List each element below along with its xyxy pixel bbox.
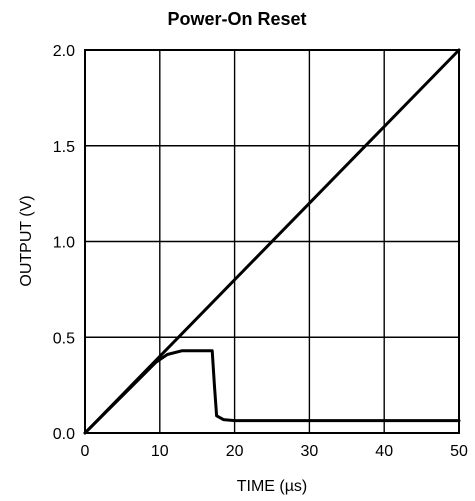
x-tick-label: 10: [151, 443, 169, 460]
y-tick-label: 1.0: [53, 235, 75, 252]
plot-frame: [84, 49, 460, 434]
x-tick-label: 30: [301, 443, 319, 460]
y-tick-label: 0.5: [53, 330, 75, 347]
x-tick-label: 40: [375, 443, 393, 460]
y-tick-label: 1.5: [53, 139, 75, 156]
x-tick-label: 0: [81, 443, 90, 460]
y-tick-label: 2.0: [53, 43, 75, 60]
x-axis-label: TIME (µs): [237, 478, 308, 495]
tick-labels: 0 10 20 30 40 50 0.0 0.5 1.0 1.5 2.0: [53, 43, 468, 460]
y-axis-label: OUTPUT (V): [18, 195, 35, 286]
series-layer: [83, 48, 461, 435]
x-tick-label: 20: [226, 443, 244, 460]
chart-title: Power-On Reset: [167, 9, 306, 29]
series-line-output: [83, 349, 461, 435]
y-tick-label: 0.0: [53, 426, 75, 443]
x-tick-label: 50: [450, 443, 468, 460]
